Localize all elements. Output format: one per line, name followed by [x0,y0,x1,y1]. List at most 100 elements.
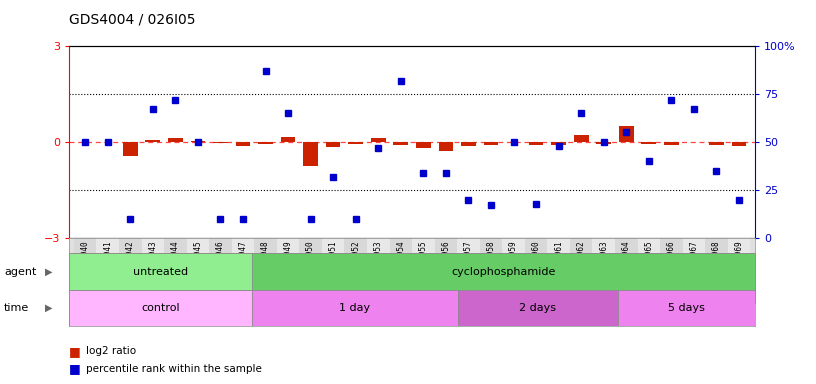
Bar [683,238,705,303]
Text: GSM677959: GSM677959 [509,240,518,281]
Text: GSM677953: GSM677953 [374,240,383,281]
Text: GSM677951: GSM677951 [329,240,338,281]
Bar [637,238,660,303]
Text: GSM677963: GSM677963 [599,240,608,281]
Bar [232,238,255,303]
Bar [69,253,252,290]
Bar [503,238,525,303]
Bar [619,126,633,142]
Bar [438,142,453,151]
Text: GSM677944: GSM677944 [171,240,180,281]
Text: control: control [141,303,180,313]
Text: ■: ■ [69,345,81,358]
Text: GSM677958: GSM677958 [486,240,495,281]
Bar [641,142,656,144]
Text: GSM677966: GSM677966 [667,240,676,281]
Bar [709,142,724,145]
Text: 1 day: 1 day [339,303,370,313]
Bar [123,142,138,157]
Bar [371,138,386,142]
Text: GSM677969: GSM677969 [734,240,743,281]
Text: ▶: ▶ [45,303,52,313]
Bar [304,142,318,166]
Text: GSM677941: GSM677941 [103,240,112,281]
Bar [119,238,141,303]
Bar [213,142,228,143]
Bar [389,238,412,303]
Bar [252,253,755,290]
Bar [548,238,570,303]
Text: agent: agent [4,266,37,277]
Bar [412,238,435,303]
Text: ▶: ▶ [45,266,52,277]
Text: GSM677965: GSM677965 [645,240,654,281]
Text: GSM677957: GSM677957 [464,240,473,281]
Bar [236,142,251,146]
Text: GSM677940: GSM677940 [81,240,90,281]
Bar [596,142,611,144]
Bar [322,238,344,303]
Bar [145,140,160,142]
Bar [618,290,755,326]
Text: GSM677954: GSM677954 [397,240,406,281]
Bar [705,238,728,303]
Text: cyclophosphamide: cyclophosphamide [451,266,556,277]
Text: 2 days: 2 days [519,303,557,313]
Text: GSM677949: GSM677949 [284,240,293,281]
Text: GSM677964: GSM677964 [622,240,631,281]
Text: GSM677955: GSM677955 [419,240,428,281]
Text: GSM677961: GSM677961 [554,240,563,281]
Bar [660,238,683,303]
Text: log2 ratio: log2 ratio [86,346,135,356]
Bar [141,238,164,303]
Bar [367,238,389,303]
Text: GSM677956: GSM677956 [441,240,450,281]
Bar [299,238,322,303]
Bar [69,290,252,326]
Bar [326,142,340,147]
Bar [728,238,750,303]
Text: time: time [4,303,29,313]
Bar [435,238,457,303]
Text: GSM677947: GSM677947 [238,240,247,281]
Bar [615,238,637,303]
Bar [255,238,277,303]
Text: GSM677943: GSM677943 [149,240,157,281]
Bar [393,142,408,145]
Text: GDS4004 / 026I05: GDS4004 / 026I05 [69,13,196,27]
Text: GSM677946: GSM677946 [216,240,225,281]
Bar [344,238,367,303]
Text: GSM677967: GSM677967 [690,240,698,281]
Bar [96,238,119,303]
Text: GSM677968: GSM677968 [712,240,721,281]
Bar [458,290,618,326]
Text: GSM677952: GSM677952 [351,240,360,281]
Bar [168,138,183,142]
Bar [592,238,615,303]
Text: GSM677942: GSM677942 [126,240,135,281]
Bar [552,142,566,145]
Bar [525,238,548,303]
Text: GSM677948: GSM677948 [261,240,270,281]
Text: untreated: untreated [133,266,188,277]
Text: GSM677950: GSM677950 [306,240,315,281]
Bar [732,142,747,146]
Bar [570,238,592,303]
Bar [74,238,96,303]
Bar [529,142,543,145]
Bar [187,238,209,303]
Bar [461,142,476,146]
Bar [480,238,503,303]
Text: GSM677962: GSM677962 [577,240,586,281]
Bar [281,137,295,142]
Bar [209,238,232,303]
Text: GSM677945: GSM677945 [193,240,202,281]
Text: GSM677960: GSM677960 [531,240,540,281]
Bar [416,142,431,149]
Bar [277,238,299,303]
Bar [574,135,588,142]
Bar [191,141,205,142]
Bar [484,142,499,145]
Bar [164,238,187,303]
Bar [664,142,679,145]
